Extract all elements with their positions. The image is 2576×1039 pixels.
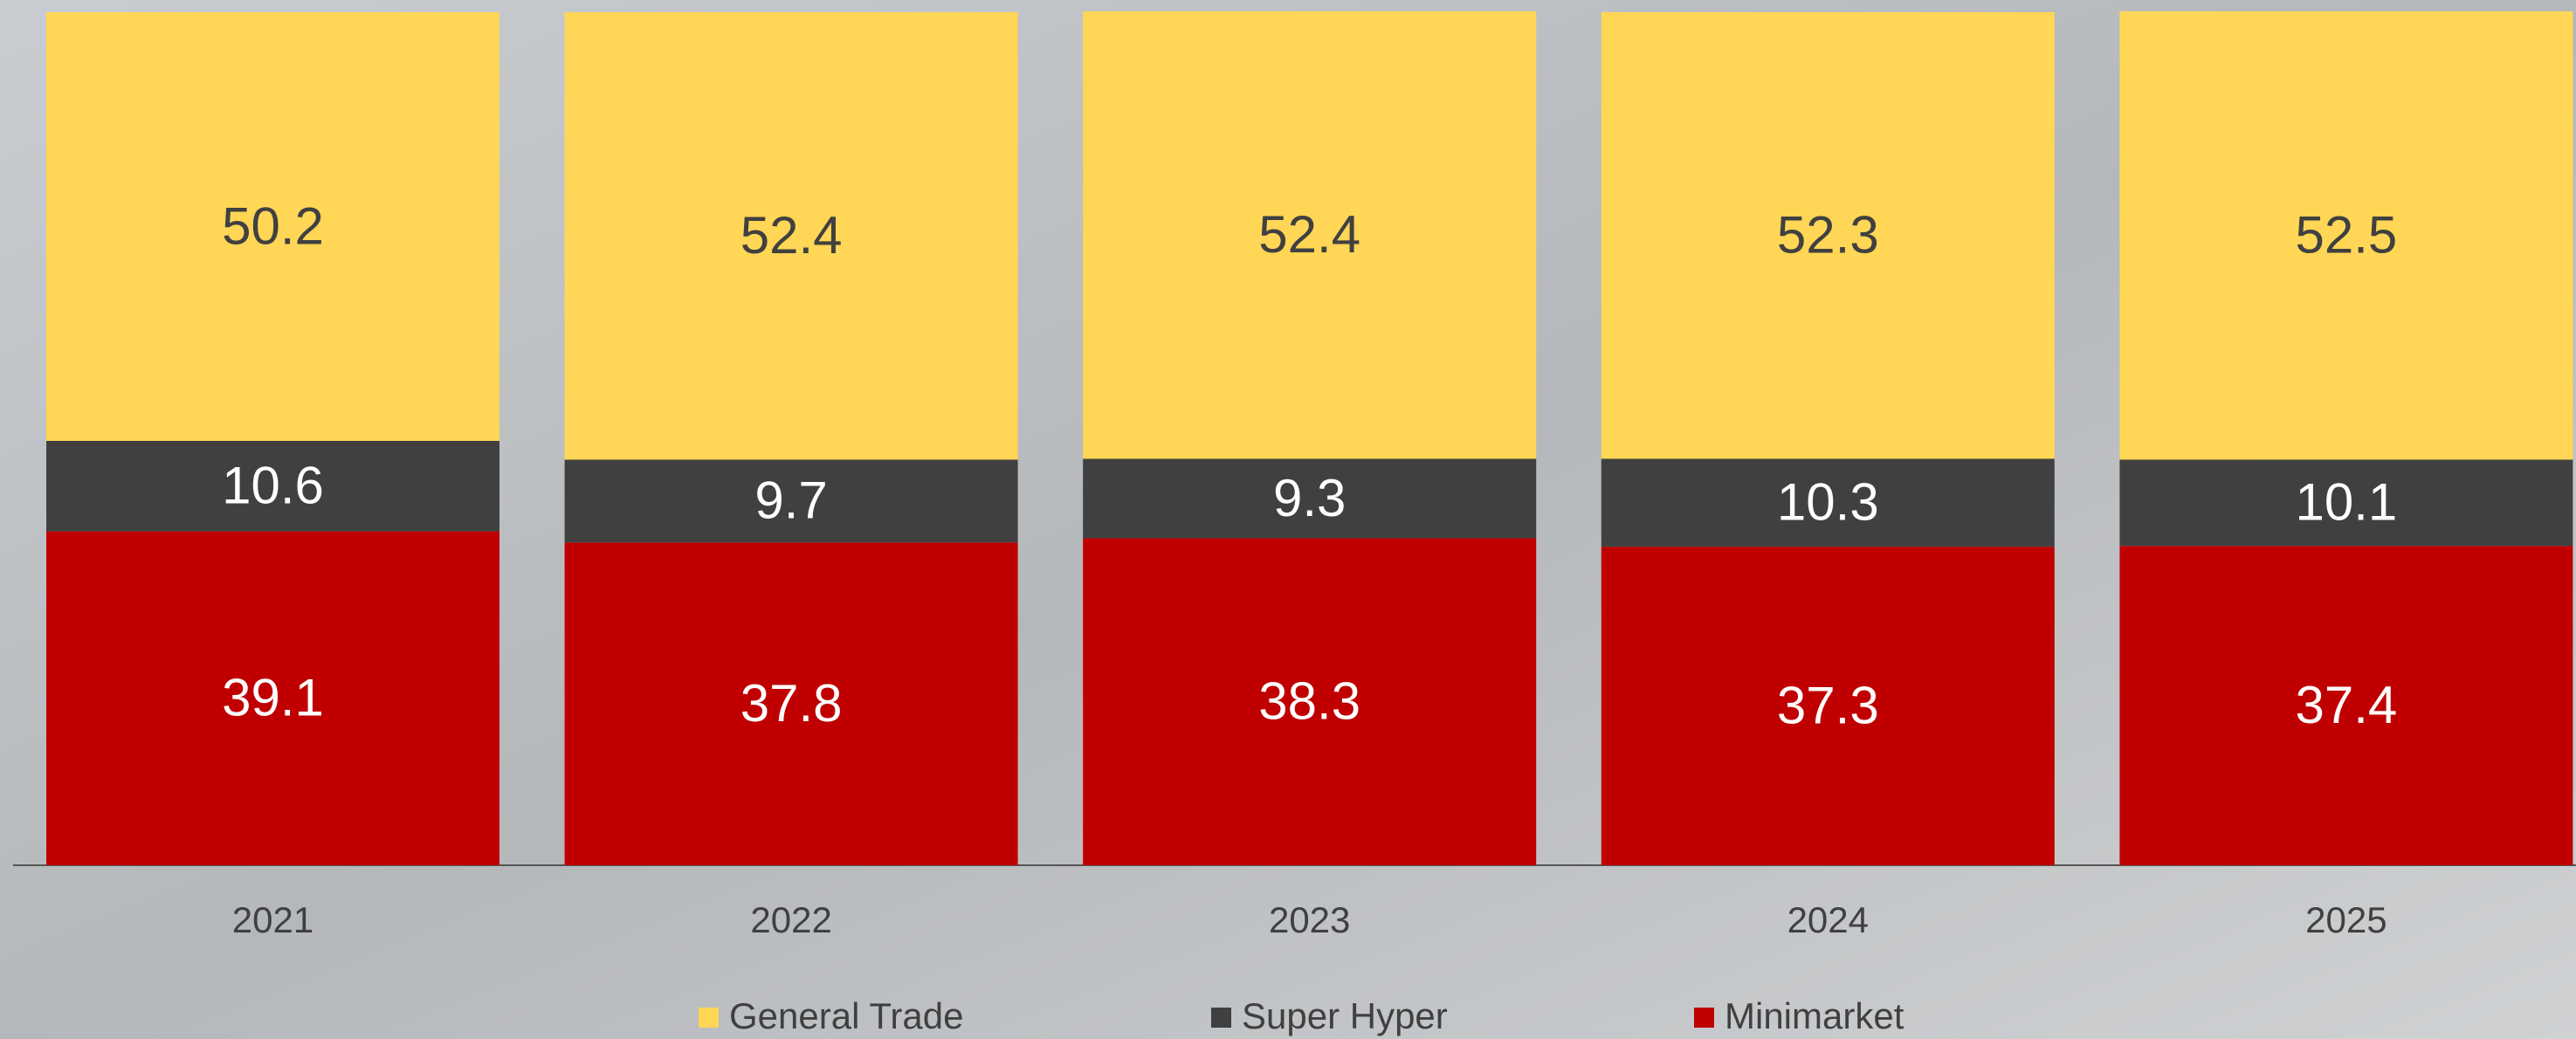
- x-tick-label: 2021: [232, 899, 313, 940]
- bar-segment: [564, 11, 1018, 460]
- data-label: 10.1: [2296, 473, 2398, 532]
- data-label: 52.4: [1258, 205, 1360, 264]
- bar-segment: [2119, 546, 2573, 865]
- bar-segment: [1601, 11, 2055, 459]
- x-tick-label: 2023: [1269, 899, 1350, 940]
- data-label: 9.7: [754, 471, 827, 530]
- data-label: 10.3: [1777, 473, 1879, 532]
- data-label: 10.6: [222, 457, 324, 515]
- bar-segment: [1601, 458, 2055, 547]
- legend-label: Super Hyper: [1242, 995, 1448, 1036]
- data-label: 39.1: [222, 669, 324, 727]
- bar-segment: [46, 440, 499, 532]
- data-label: 38.3: [1258, 672, 1360, 731]
- data-label: 52.3: [1777, 206, 1879, 265]
- data-label: 52.4: [740, 206, 843, 265]
- bar-segment: [46, 11, 499, 441]
- bar-segment: [1083, 538, 1537, 865]
- legend-label: General Trade: [729, 995, 964, 1036]
- legend-swatch: [699, 1008, 719, 1028]
- bar-segment: [564, 542, 1018, 865]
- bar-segment: [1083, 458, 1537, 539]
- bar-segment: [2119, 11, 2573, 460]
- data-label: 50.2: [222, 196, 324, 255]
- legend-swatch: [1694, 1008, 1714, 1028]
- data-label: 37.8: [740, 674, 843, 733]
- bar-segment: [1601, 547, 2055, 865]
- x-tick-label: 2025: [2305, 899, 2387, 940]
- legend-label: Minimarket: [1725, 995, 1904, 1036]
- bar-segment: [564, 459, 1018, 543]
- bar-segment: [1083, 11, 1537, 459]
- bar-segment: [2119, 459, 2573, 547]
- legend-swatch: [1211, 1008, 1231, 1028]
- x-tick-label: 2024: [1787, 899, 1869, 940]
- data-label: 52.5: [2296, 206, 2398, 265]
- data-label: 37.3: [1777, 676, 1879, 734]
- bar-segment: [46, 531, 499, 865]
- x-tick-label: 2022: [750, 899, 831, 940]
- data-label: 9.3: [1273, 469, 1346, 527]
- data-label: 37.4: [2296, 676, 2398, 734]
